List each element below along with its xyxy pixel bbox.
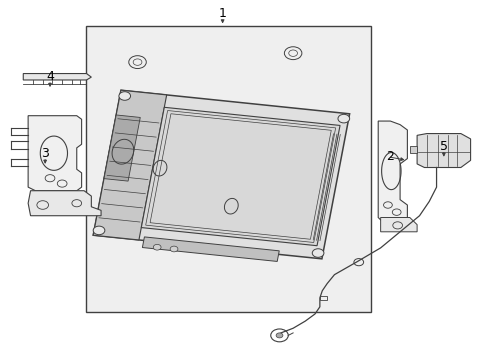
Circle shape bbox=[93, 226, 104, 235]
Text: 1: 1 bbox=[218, 8, 226, 21]
Circle shape bbox=[170, 246, 178, 252]
Polygon shape bbox=[141, 107, 339, 246]
Polygon shape bbox=[409, 146, 416, 153]
Polygon shape bbox=[416, 134, 469, 167]
Circle shape bbox=[312, 249, 323, 257]
Polygon shape bbox=[380, 217, 416, 232]
Circle shape bbox=[337, 114, 349, 123]
Polygon shape bbox=[142, 237, 279, 261]
Bar bbox=[86, 26, 370, 312]
Circle shape bbox=[276, 333, 283, 338]
Polygon shape bbox=[28, 116, 81, 191]
Polygon shape bbox=[93, 90, 166, 240]
Polygon shape bbox=[104, 115, 140, 181]
Circle shape bbox=[119, 92, 130, 100]
Polygon shape bbox=[28, 191, 101, 216]
Text: 5: 5 bbox=[439, 140, 447, 153]
Text: 3: 3 bbox=[41, 147, 49, 160]
Polygon shape bbox=[377, 121, 407, 225]
Polygon shape bbox=[23, 73, 91, 80]
Text: 2: 2 bbox=[386, 150, 393, 163]
Polygon shape bbox=[93, 90, 349, 259]
Circle shape bbox=[153, 244, 161, 250]
Text: 4: 4 bbox=[46, 70, 54, 83]
